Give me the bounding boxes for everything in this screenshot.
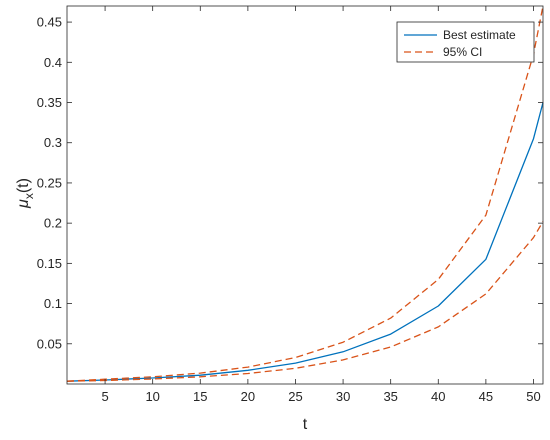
- y-tick-label: 0.15: [37, 256, 62, 271]
- y-axis-label-tail: (t): [15, 178, 32, 193]
- legend-box: [396, 21, 535, 63]
- y-tick-label: 0.1: [44, 296, 62, 311]
- x-tick-label: 45: [479, 389, 493, 404]
- y-tick-label: 0.3: [44, 135, 62, 150]
- y-axis-label: μx(t): [15, 178, 36, 209]
- series-layer: [66, 5, 544, 382]
- x-tick-label: 20: [241, 389, 255, 404]
- x-tick-label: 10: [145, 389, 159, 404]
- y-tick-label: 0.4: [44, 55, 62, 70]
- y-tick-label: 0.2: [44, 216, 62, 231]
- axes-box: [66, 5, 544, 385]
- legend-label-95-ci: 95% CI: [443, 45, 482, 59]
- ticks: 5 10 15 20 25 30 35 40 45 50 0.05 0.1 0.15 0.2 0.25 0.3…: [37, 6, 543, 404]
- y-axis-label-main: μ: [15, 199, 32, 209]
- series-line-ci-lower: [66, 221, 544, 382]
- axes: [66, 5, 544, 385]
- x-axis-label: t: [303, 416, 308, 433]
- legend: Best estimate 95% CI: [396, 21, 535, 63]
- series-line-ci-upper: [66, 5, 544, 382]
- y-tick-label: 0.35: [37, 95, 62, 110]
- plot-area: [67, 6, 543, 384]
- y-tick-label: 0.05: [37, 336, 62, 351]
- x-tick-label: 25: [288, 389, 302, 404]
- y-tick-label: 0.25: [37, 175, 62, 190]
- plot-background: [67, 6, 543, 384]
- series-line-best-estimate: [66, 102, 544, 382]
- svg-text:μx(t): μx(t): [15, 178, 36, 209]
- y-tick-label: 0.45: [37, 15, 62, 30]
- y-axis-label-sub: x: [22, 193, 36, 199]
- x-tick-label: 40: [431, 389, 445, 404]
- x-tick-label: 30: [336, 389, 350, 404]
- x-tick-label: 15: [193, 389, 207, 404]
- x-tick-label: 50: [526, 389, 540, 404]
- legend-label-best-estimate: Best estimate: [443, 28, 516, 42]
- x-tick-label: 5: [101, 389, 108, 404]
- x-tick-label: 35: [383, 389, 397, 404]
